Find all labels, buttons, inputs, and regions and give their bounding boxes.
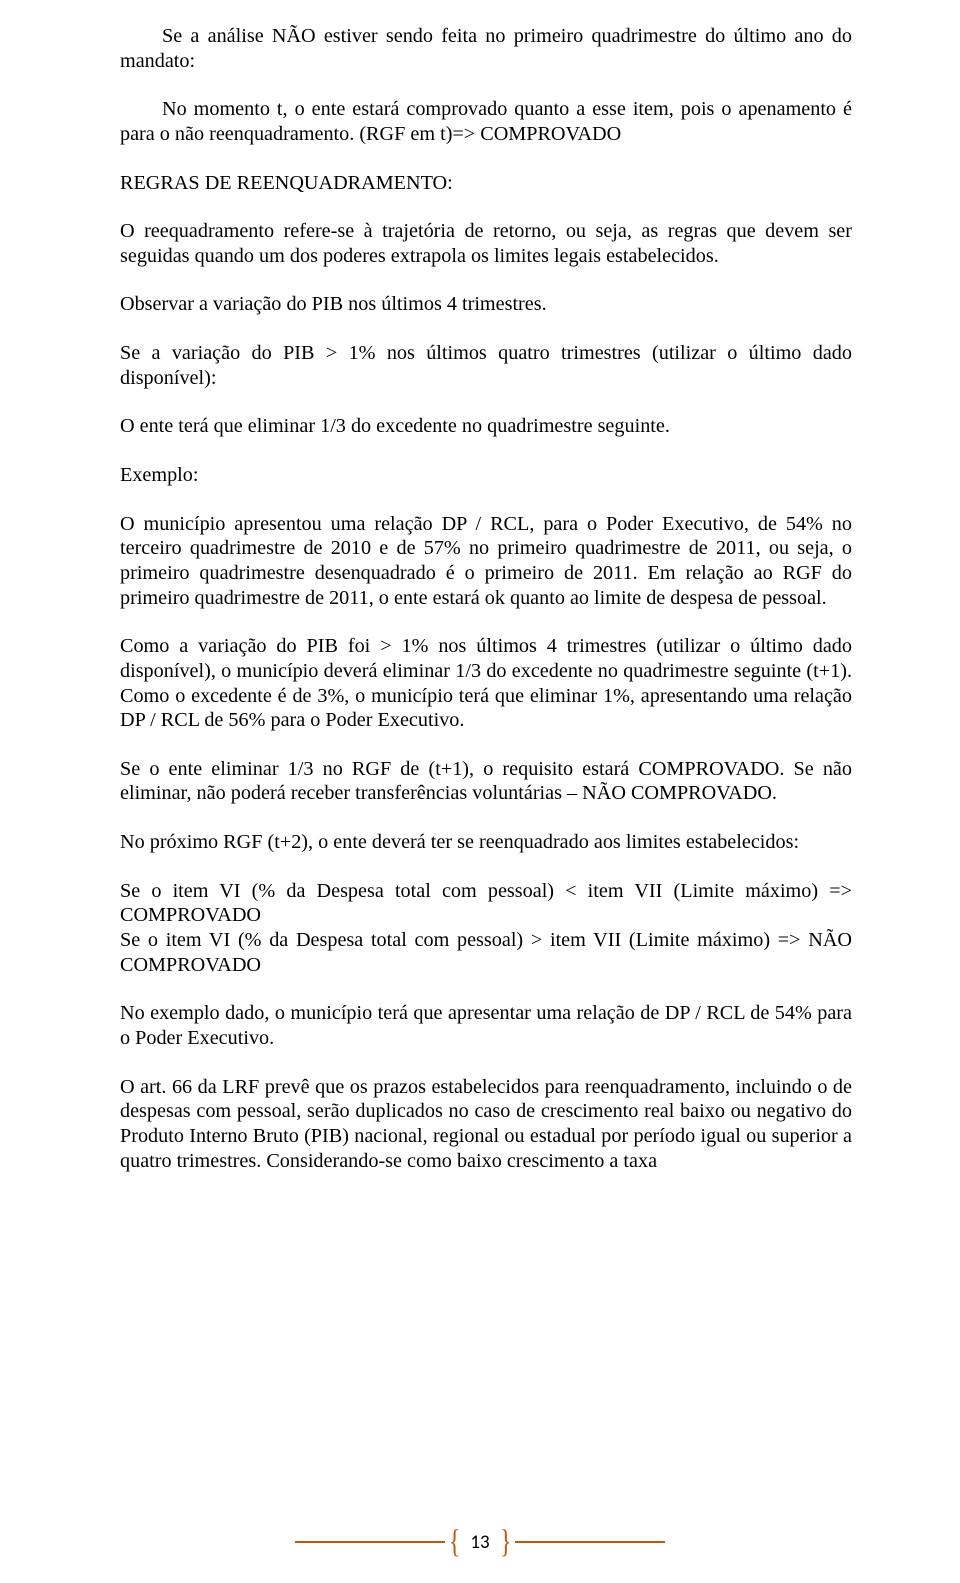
paragraph-13a: Se o item VI (% da Despesa total com pes… bbox=[120, 879, 852, 928]
paragraph-7: O ente terá que eliminar 1/3 do excedent… bbox=[120, 414, 852, 439]
heading-regras: REGRAS DE REENQUADRAMENTO: bbox=[120, 171, 852, 196]
paragraph-11: Se o ente eliminar 1/3 no RGF de (t+1), … bbox=[120, 757, 852, 806]
paragraph-4: O reequadramento refere-se à trajetória … bbox=[120, 219, 852, 268]
paragraph-13b: Se o item VI (% da Despesa total com pes… bbox=[120, 928, 852, 977]
paragraph-9: O município apresentou uma relação DP / … bbox=[120, 512, 852, 611]
paragraph-2: No momento t, o ente estará comprovado q… bbox=[120, 97, 852, 146]
document-page: Se a análise NÃO estiver sendo feita no … bbox=[0, 0, 960, 1583]
paragraph-6: Se a variação do PIB > 1% nos últimos qu… bbox=[120, 341, 852, 390]
footer-bracket-left-icon: { bbox=[449, 1524, 461, 1564]
page-number: 13 bbox=[464, 1531, 495, 1554]
paragraph-14: No exemplo dado, o município terá que ap… bbox=[120, 1001, 852, 1050]
page-footer: { 13 { bbox=[0, 1528, 960, 1557]
footer-rule-right bbox=[515, 1541, 665, 1543]
paragraph-10: Como a variação do PIB foi > 1% nos últi… bbox=[120, 634, 852, 733]
footer-rule-left bbox=[295, 1541, 445, 1543]
paragraph-15: O art. 66 da LRF prevê que os prazos est… bbox=[120, 1075, 852, 1174]
heading-exemplo: Exemplo: bbox=[120, 463, 852, 488]
footer-bracket-right-icon: { bbox=[500, 1524, 512, 1564]
paragraph-12: No próximo RGF (t+2), o ente deverá ter … bbox=[120, 830, 852, 855]
paragraph-5: Observar a variação do PIB nos últimos 4… bbox=[120, 292, 852, 317]
paragraph-1: Se a análise NÃO estiver sendo feita no … bbox=[120, 24, 852, 73]
